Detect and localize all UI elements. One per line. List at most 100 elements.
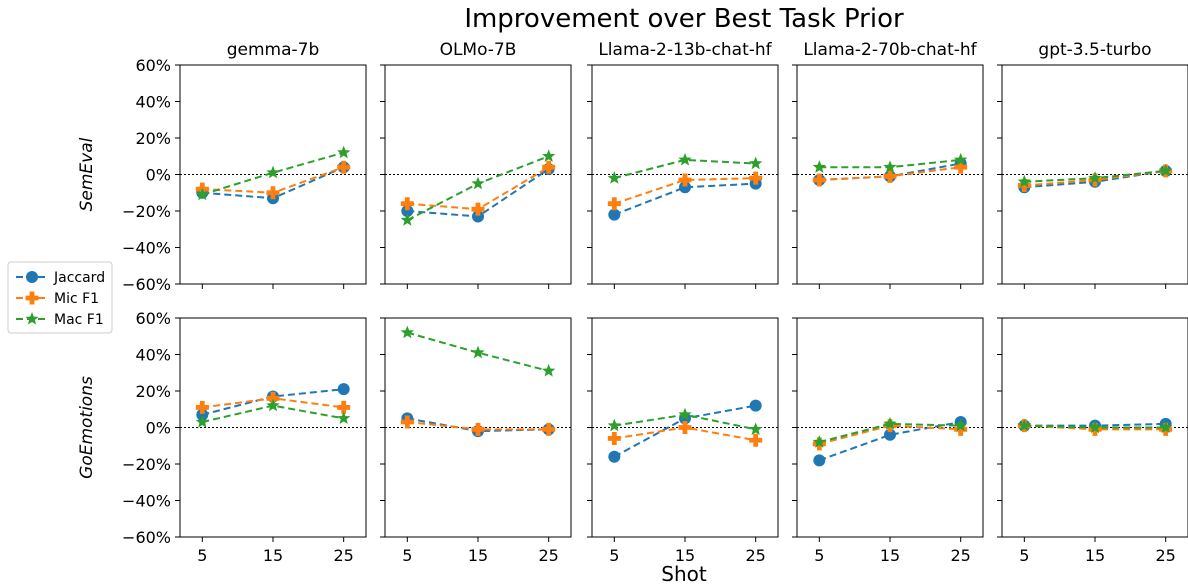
y-tick-label: 40% bbox=[135, 93, 171, 112]
data-point bbox=[542, 160, 556, 174]
data-point bbox=[749, 156, 763, 170]
series-mic-f1 bbox=[607, 171, 763, 211]
data-point bbox=[954, 152, 968, 166]
x-tick-label: 25 bbox=[1156, 546, 1176, 565]
series-mic-f1 bbox=[607, 421, 763, 447]
panel-semeval-llama-2-70b-chat-hf: Llama-2-70b-chat-hf bbox=[792, 40, 984, 289]
series-mac-f1 bbox=[812, 416, 968, 448]
column-title: gemma-7b bbox=[227, 40, 320, 60]
data-point bbox=[607, 171, 621, 184]
data-point bbox=[883, 160, 897, 173]
data-point bbox=[400, 213, 414, 226]
data-point bbox=[195, 415, 209, 428]
data-point bbox=[400, 325, 414, 339]
series-line bbox=[202, 151, 344, 196]
y-tick-label: 40% bbox=[135, 346, 171, 365]
panel-goemotions-llama-2-70b-chat-hf: 5 15 25 bbox=[792, 317, 984, 565]
data-point bbox=[1088, 171, 1102, 184]
panel-goemotions-gemma-7b: −60% −40% −20% 0% 20% 40% 60% 5 15 25 GoEmotions bbox=[77, 309, 367, 565]
series-mic-f1 bbox=[812, 160, 968, 187]
legend-label: Mic F1 bbox=[54, 291, 99, 307]
panel-semeval-olmo-7b: OLMo-7B bbox=[380, 40, 572, 289]
legend-marker bbox=[26, 271, 38, 283]
series-line bbox=[818, 421, 961, 462]
data-point bbox=[812, 173, 826, 187]
data-point bbox=[608, 450, 621, 463]
data-point bbox=[471, 422, 485, 436]
legend-label: Jaccard bbox=[53, 270, 105, 286]
data-point bbox=[749, 422, 763, 435]
data-point bbox=[1017, 418, 1031, 432]
data-point bbox=[195, 400, 209, 414]
data-point bbox=[401, 205, 414, 217]
data-point bbox=[471, 176, 485, 190]
series-mac-f1 bbox=[400, 325, 556, 377]
legend-entry-mic-f1: Mic F1 bbox=[16, 291, 99, 307]
panel-semeval-gemma-7b: −60% −40% −20% 0% 20% 40% 60% gemma-7b SemEval bbox=[77, 40, 367, 294]
data-point bbox=[883, 169, 897, 183]
legend-entry-jaccard: Jaccard bbox=[16, 270, 105, 286]
y-tick-label: −20% bbox=[122, 455, 171, 474]
legend: Jaccard Mic F1 Mac F1 bbox=[7, 261, 113, 334]
x-tick-label: 15 bbox=[263, 546, 283, 565]
x-tick-label: 15 bbox=[675, 546, 695, 565]
y-tick-label: 60% bbox=[135, 309, 171, 328]
data-point bbox=[678, 152, 692, 166]
series-mac-f1 bbox=[812, 152, 968, 173]
series-line bbox=[613, 182, 756, 216]
data-point bbox=[749, 433, 763, 447]
data-point bbox=[954, 422, 968, 436]
x-tick-label: 5 bbox=[197, 546, 207, 565]
legend-marker bbox=[25, 291, 39, 305]
series-mac-f1 bbox=[195, 145, 351, 201]
series-mac-f1 bbox=[195, 398, 351, 428]
panel-grid: −60% −40% −20% 0% 20% 40% 60% gemma-7b SemEval OL… bbox=[77, 40, 1188, 565]
data-point bbox=[337, 400, 351, 414]
data-point bbox=[266, 398, 280, 412]
panel-semeval-llama-2-13b-chat-hf: Llama-2-13b-chat-hf bbox=[587, 40, 779, 289]
data-point bbox=[266, 186, 280, 200]
x-tick-label: 15 bbox=[880, 546, 900, 565]
data-point bbox=[266, 165, 280, 179]
data-point bbox=[471, 345, 485, 359]
data-point bbox=[679, 181, 691, 194]
series-mac-f1 bbox=[1017, 418, 1173, 434]
legend-entry-mac-f1: Mac F1 bbox=[16, 312, 104, 328]
y-tick-label: 20% bbox=[135, 129, 171, 148]
series-mac-f1 bbox=[1017, 163, 1173, 188]
series-line bbox=[407, 331, 549, 372]
x-tick-label: 5 bbox=[402, 546, 412, 565]
data-point bbox=[607, 431, 621, 445]
data-point bbox=[749, 399, 762, 412]
data-point bbox=[813, 454, 826, 467]
y-tick-label: −60% bbox=[122, 528, 171, 547]
data-point bbox=[1088, 420, 1102, 434]
chart-title: Improvement over Best Task Prior bbox=[464, 4, 904, 34]
data-point bbox=[542, 363, 556, 377]
series-mic-f1 bbox=[400, 415, 556, 436]
data-point bbox=[812, 160, 826, 173]
data-point bbox=[542, 149, 556, 162]
data-point bbox=[1017, 174, 1031, 188]
data-point bbox=[542, 422, 556, 436]
series-mac-f1 bbox=[607, 407, 763, 435]
x-tick-label: 25 bbox=[951, 546, 971, 565]
y-tick-label: 60% bbox=[135, 56, 171, 75]
data-point bbox=[337, 383, 350, 396]
data-point bbox=[678, 407, 692, 421]
data-point bbox=[678, 173, 692, 187]
data-point bbox=[954, 160, 968, 174]
x-tick-label: 25 bbox=[746, 546, 766, 565]
data-point bbox=[954, 418, 968, 432]
data-point bbox=[337, 145, 351, 159]
x-tick-label: 5 bbox=[814, 546, 824, 565]
data-point bbox=[195, 187, 209, 201]
data-point bbox=[196, 408, 209, 421]
y-tick-label: 0% bbox=[146, 419, 171, 438]
data-point bbox=[472, 210, 484, 223]
column-title: OLMo-7B bbox=[440, 40, 517, 60]
series-mic-f1 bbox=[400, 160, 556, 216]
column-title: Llama-2-70b-chat-hf bbox=[803, 40, 977, 60]
panel-goemotions-gpt-3-5-turbo: 5 15 25 bbox=[997, 317, 1188, 565]
